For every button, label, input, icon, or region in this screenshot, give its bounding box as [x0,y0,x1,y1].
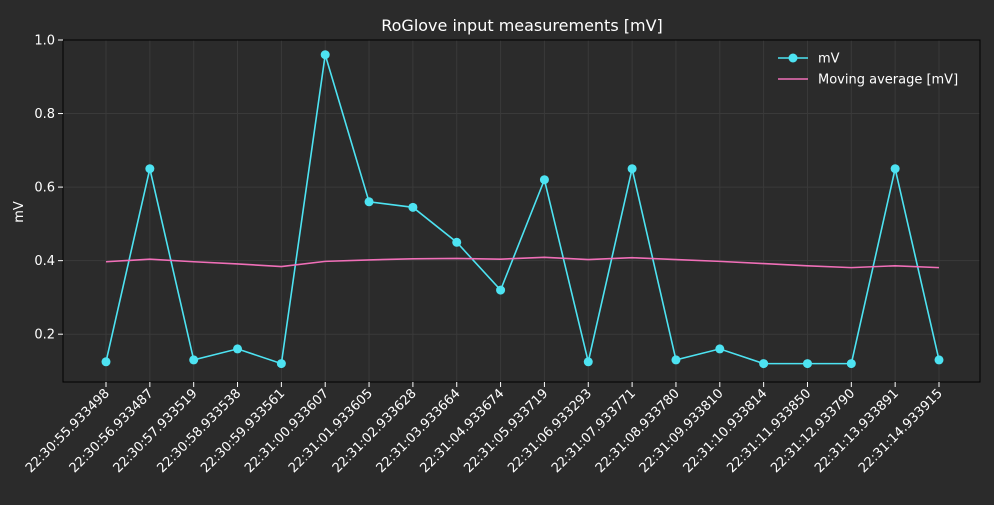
data-point [101,357,111,367]
x-tick-label: 22:31:05.933719 [461,386,551,476]
x-tick-label: 22:31:02.933628 [330,386,420,476]
data-point [276,359,286,369]
data-point [496,285,506,295]
legend-swatch-marker [788,53,798,63]
series-line [105,54,940,365]
data-point [802,359,812,369]
data-point [759,359,769,369]
series-group [101,50,944,369]
x-tick-label: 22:31:14.933915 [856,386,946,476]
x-tick-label: 22:31:08.933780 [593,386,683,476]
data-point [934,355,944,365]
plot-area-frame [62,39,981,383]
x-tick-label: 22:31:11.933850 [724,386,814,476]
y-tick-label: 1.0 [34,34,55,49]
x-tick-label: 22:30:56.933487 [67,386,157,476]
data-point [890,164,900,174]
series-line [105,256,940,269]
x-tick-label: 22:30:58.933538 [154,386,244,476]
y-tick-label: 0.4 [34,254,55,269]
data-point [715,344,725,354]
grid [63,39,980,382]
series-layer [101,50,944,369]
x-tick-label: 22:30:59.933561 [198,386,288,476]
y-tick-label: 0.2 [34,328,55,343]
x-tick-label: 22:31:12.933790 [768,386,858,476]
data-point [627,164,637,174]
data-point [145,164,155,174]
data-point [320,50,330,60]
data-point [233,344,243,354]
x-tick-label: 22:30:57.933519 [111,386,201,476]
x-tick-label: 22:31:00.933607 [242,386,332,476]
data-point [189,355,199,365]
x-tick-label: 22:31:01.933605 [286,386,376,476]
legend-entry-label: mV [818,52,840,67]
x-tick-label: 22:31:03.933664 [374,386,464,476]
y-tick-label: 0.8 [34,107,55,122]
data-point [846,359,856,369]
data-point [364,197,374,207]
y-tick-label: 0.6 [34,181,55,196]
data-point [583,357,593,367]
chart-title: RoGlove input measurements [mV] [381,16,663,35]
legend-entry-label: Moving average [mV] [818,73,958,88]
x-tick-label: 22:31:13.933891 [812,386,902,476]
x-tick-label: 22:31:09.933810 [637,386,727,476]
data-point [452,237,462,247]
x-tick-label: 22:31:07.933771 [549,386,639,476]
data-point [539,175,549,185]
y-axis-label: mV [12,201,27,223]
x-tick-label: 22:31:10.933814 [681,386,771,476]
x-tick-label: 22:30:55.933498 [23,386,113,476]
x-tick-label: 22:31:04.933674 [417,386,507,476]
series-group [105,256,940,269]
x-tick-label: 22:31:06.933293 [505,386,595,476]
data-point [408,202,418,212]
data-point [671,355,681,365]
legend: mV Moving average [mV] [778,52,958,88]
